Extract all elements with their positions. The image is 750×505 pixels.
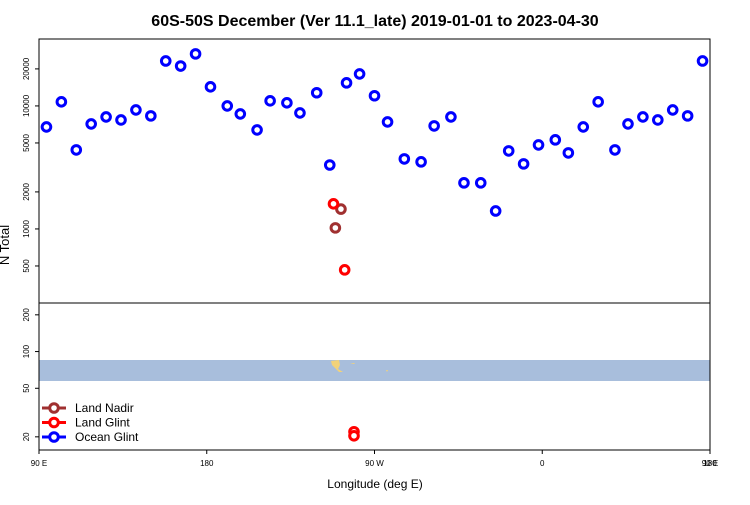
point [251, 124, 263, 136]
chart-title: 60S-50S December (Ver 11.1_late) 2019-01… [151, 13, 599, 30]
point [609, 144, 621, 156]
point [381, 116, 394, 128]
point [221, 100, 234, 112]
point [368, 89, 381, 102]
point [70, 144, 83, 156]
y-axis-label: N Total [0, 225, 12, 265]
point [458, 177, 470, 189]
point [55, 96, 68, 108]
y-tick-label: 50 [22, 383, 31, 392]
point [428, 120, 440, 132]
point [517, 158, 530, 170]
point [652, 114, 664, 126]
legend-label: Land Nadir [75, 401, 134, 415]
point [40, 121, 53, 133]
point [204, 81, 217, 93]
point [353, 68, 366, 80]
x-tick-label: 180 [703, 459, 717, 468]
y-tick-label: 10000 [22, 94, 31, 117]
legend-marker [48, 431, 60, 443]
y-tick-label: 200 [22, 308, 31, 322]
y-tick-label: 1000 [22, 219, 31, 237]
x-axis-label: Longitude (deg E) [327, 477, 422, 491]
point [329, 222, 342, 234]
latitude-band [39, 360, 710, 381]
point [474, 177, 487, 189]
point [323, 159, 336, 171]
point [281, 97, 293, 109]
point [340, 77, 353, 89]
point [398, 153, 411, 165]
point [294, 107, 306, 119]
legend-marker [48, 416, 60, 429]
y-tick-label: 20000 [22, 57, 31, 80]
point [666, 104, 679, 116]
legend-label: Ocean Glint [75, 430, 139, 444]
point [348, 429, 360, 442]
point [532, 139, 545, 151]
point [592, 96, 604, 108]
point [310, 86, 323, 99]
point [189, 48, 202, 60]
y-tick-label: 500 [22, 259, 31, 273]
legend-marker [48, 402, 60, 414]
point [622, 118, 634, 130]
point [264, 95, 276, 107]
point [415, 156, 427, 168]
point [145, 110, 157, 122]
x-tick-label: 180 [200, 459, 214, 468]
point [130, 104, 142, 116]
point [115, 114, 127, 126]
point [577, 121, 590, 133]
y-tick-label: 2000 [22, 182, 31, 200]
x-tick-label: 0 [540, 459, 545, 468]
y-tick-label: 5000 [22, 134, 31, 152]
x-tick-label: 90 E [31, 459, 47, 468]
point [637, 111, 649, 123]
point [489, 205, 502, 217]
point [696, 55, 709, 67]
point [327, 198, 340, 210]
point [100, 111, 112, 123]
point [338, 264, 351, 276]
point [562, 147, 575, 159]
y-tick-label: 20 [22, 432, 31, 441]
point [174, 60, 187, 72]
point [502, 145, 515, 157]
land [331, 360, 388, 372]
y-tick-label: 100 [22, 344, 31, 358]
point [549, 134, 562, 146]
point [445, 111, 457, 123]
x-tick-label: 90 W [365, 459, 384, 468]
point [85, 118, 97, 130]
legend-label: Land Glint [75, 416, 130, 430]
point [335, 203, 347, 215]
point [159, 55, 172, 67]
x-tick-label: 90 E [702, 459, 718, 468]
point [681, 110, 694, 122]
point [234, 108, 247, 120]
